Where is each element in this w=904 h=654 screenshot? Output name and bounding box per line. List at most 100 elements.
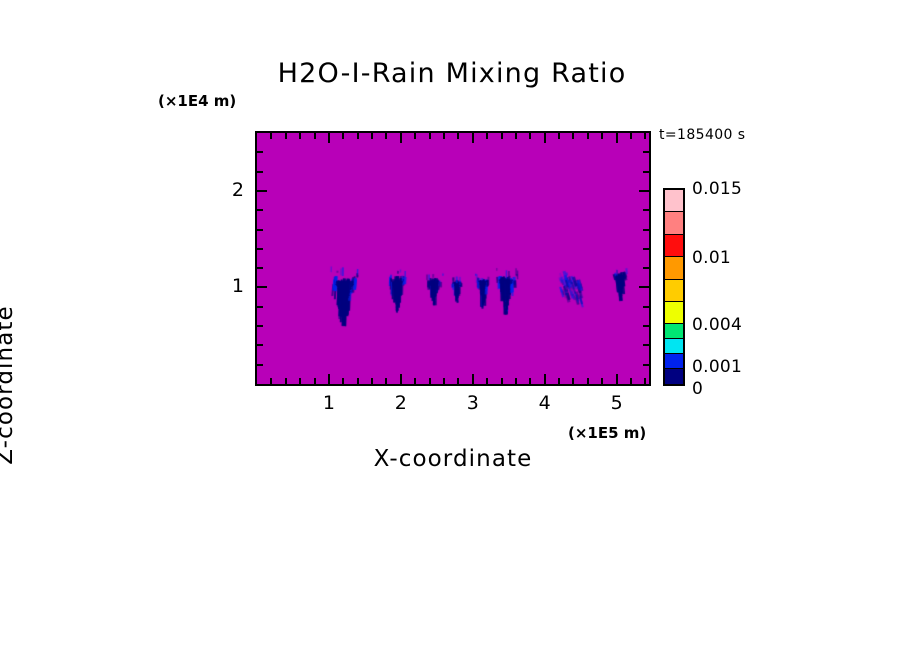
y-major-tick-right: [639, 189, 649, 192]
x-minor-tick-top: [313, 133, 316, 139]
plot-area: [255, 131, 651, 386]
x-minor-tick-top: [644, 133, 647, 139]
colorbar: [663, 188, 685, 386]
colorbar-band: [665, 279, 683, 302]
x-tick-label: 3: [466, 392, 479, 414]
time-annotation: t=185400 s: [659, 127, 746, 143]
y-minor-tick: [257, 228, 263, 231]
x-minor-tick-top: [601, 133, 604, 139]
x-axis-title: X-coordinate: [373, 446, 533, 472]
y-minor-tick: [257, 209, 263, 212]
x-minor-tick-top: [586, 133, 589, 139]
y-minor-tick-right: [643, 247, 649, 250]
y-minor-tick-right: [643, 267, 649, 270]
x-minor-tick-top: [558, 133, 561, 139]
colorbar-band: [665, 353, 683, 370]
x-tick-label: 1: [322, 392, 335, 414]
x-minor-tick: [284, 378, 287, 384]
x-minor-tick: [313, 378, 316, 384]
y-major-tick: [257, 286, 267, 289]
chart-title: H2O-I-Rain Mixing Ratio: [277, 58, 627, 89]
colorbar-separator: [665, 233, 683, 235]
y-tick-label: 1: [231, 275, 244, 298]
colorbar-band: [665, 338, 683, 355]
x-minor-tick-top: [630, 133, 633, 139]
colorbar-separator: [665, 353, 683, 355]
x-minor-tick: [558, 378, 561, 384]
x-major-tick-top: [399, 133, 402, 143]
colorbar-band: [665, 234, 683, 258]
y-minor-tick: [257, 170, 263, 173]
x-major-tick: [471, 374, 474, 384]
x-major-tick-top: [327, 133, 330, 143]
y-minor-tick-right: [643, 305, 649, 308]
colorbar-tick-label: 0.015: [692, 179, 743, 199]
x-minor-tick: [486, 378, 489, 384]
x-minor-tick: [428, 378, 431, 384]
colorbar-band: [665, 211, 683, 235]
y-minor-tick: [257, 344, 263, 347]
x-minor-tick: [457, 378, 460, 384]
colorbar-band: [665, 301, 683, 325]
y-tick-label: 2: [231, 178, 244, 201]
x-minor-tick-top: [270, 133, 273, 139]
x-minor-tick: [572, 378, 575, 384]
x-minor-tick-top: [514, 133, 517, 139]
y-minor-tick: [257, 305, 263, 308]
y-minor-tick-right: [643, 325, 649, 328]
y-minor-tick-right: [643, 170, 649, 173]
x-minor-tick: [443, 378, 445, 384]
y-minor-tick-right: [643, 209, 649, 212]
x-minor-tick-top: [443, 133, 445, 139]
colorbar-separator: [665, 368, 683, 370]
y-minor-tick-right: [643, 151, 649, 154]
x-minor-tick: [529, 378, 532, 384]
rain-mixing-ratio-field: [257, 133, 649, 384]
colorbar-separator: [665, 211, 683, 213]
x-minor-tick-top: [356, 133, 359, 139]
x-minor-tick: [356, 378, 359, 384]
x-tick-label: 2: [394, 392, 407, 414]
x-minor-tick-top: [284, 133, 287, 139]
x-minor-tick: [270, 378, 273, 384]
y-axis-title: Z-coordinate: [0, 305, 18, 465]
x-minor-tick-top: [428, 133, 431, 139]
colorbar-separator: [665, 278, 683, 280]
x-major-tick: [399, 374, 402, 384]
colorbar-band: [665, 256, 683, 280]
x-minor-tick-top: [529, 133, 532, 139]
y-minor-tick: [257, 363, 263, 366]
colorbar-band: [665, 323, 683, 340]
x-minor-tick-top: [572, 133, 575, 139]
x-minor-tick: [514, 378, 517, 384]
y-minor-tick: [257, 267, 263, 270]
x-minor-tick: [644, 378, 647, 384]
x-axis-units-label: (×1E5 m): [568, 424, 647, 442]
colorbar-separator: [665, 300, 683, 302]
y-axis-units-label: (×1E4 m): [158, 92, 237, 110]
x-major-tick: [327, 374, 330, 384]
y-minor-tick: [257, 151, 263, 154]
colorbar-separator: [665, 338, 683, 340]
y-minor-tick-right: [643, 228, 649, 231]
x-minor-tick-top: [299, 133, 302, 139]
x-minor-tick: [500, 378, 503, 384]
colorbar-separator: [665, 256, 683, 258]
y-minor-tick-right: [643, 344, 649, 347]
y-minor-tick-right: [643, 363, 649, 366]
x-minor-tick: [385, 378, 388, 384]
x-minor-tick-top: [342, 133, 345, 139]
colorbar-tick-label: 0.004: [692, 315, 743, 336]
x-major-tick: [543, 374, 546, 384]
x-tick-label: 4: [538, 392, 551, 414]
x-minor-tick: [414, 378, 417, 384]
x-minor-tick: [342, 378, 345, 384]
x-minor-tick: [601, 378, 604, 384]
y-minor-tick: [257, 247, 263, 250]
y-minor-tick: [257, 325, 263, 328]
x-minor-tick: [371, 378, 374, 384]
x-minor-tick: [586, 378, 589, 384]
colorbar-band: [665, 190, 683, 213]
x-minor-tick-top: [486, 133, 489, 139]
